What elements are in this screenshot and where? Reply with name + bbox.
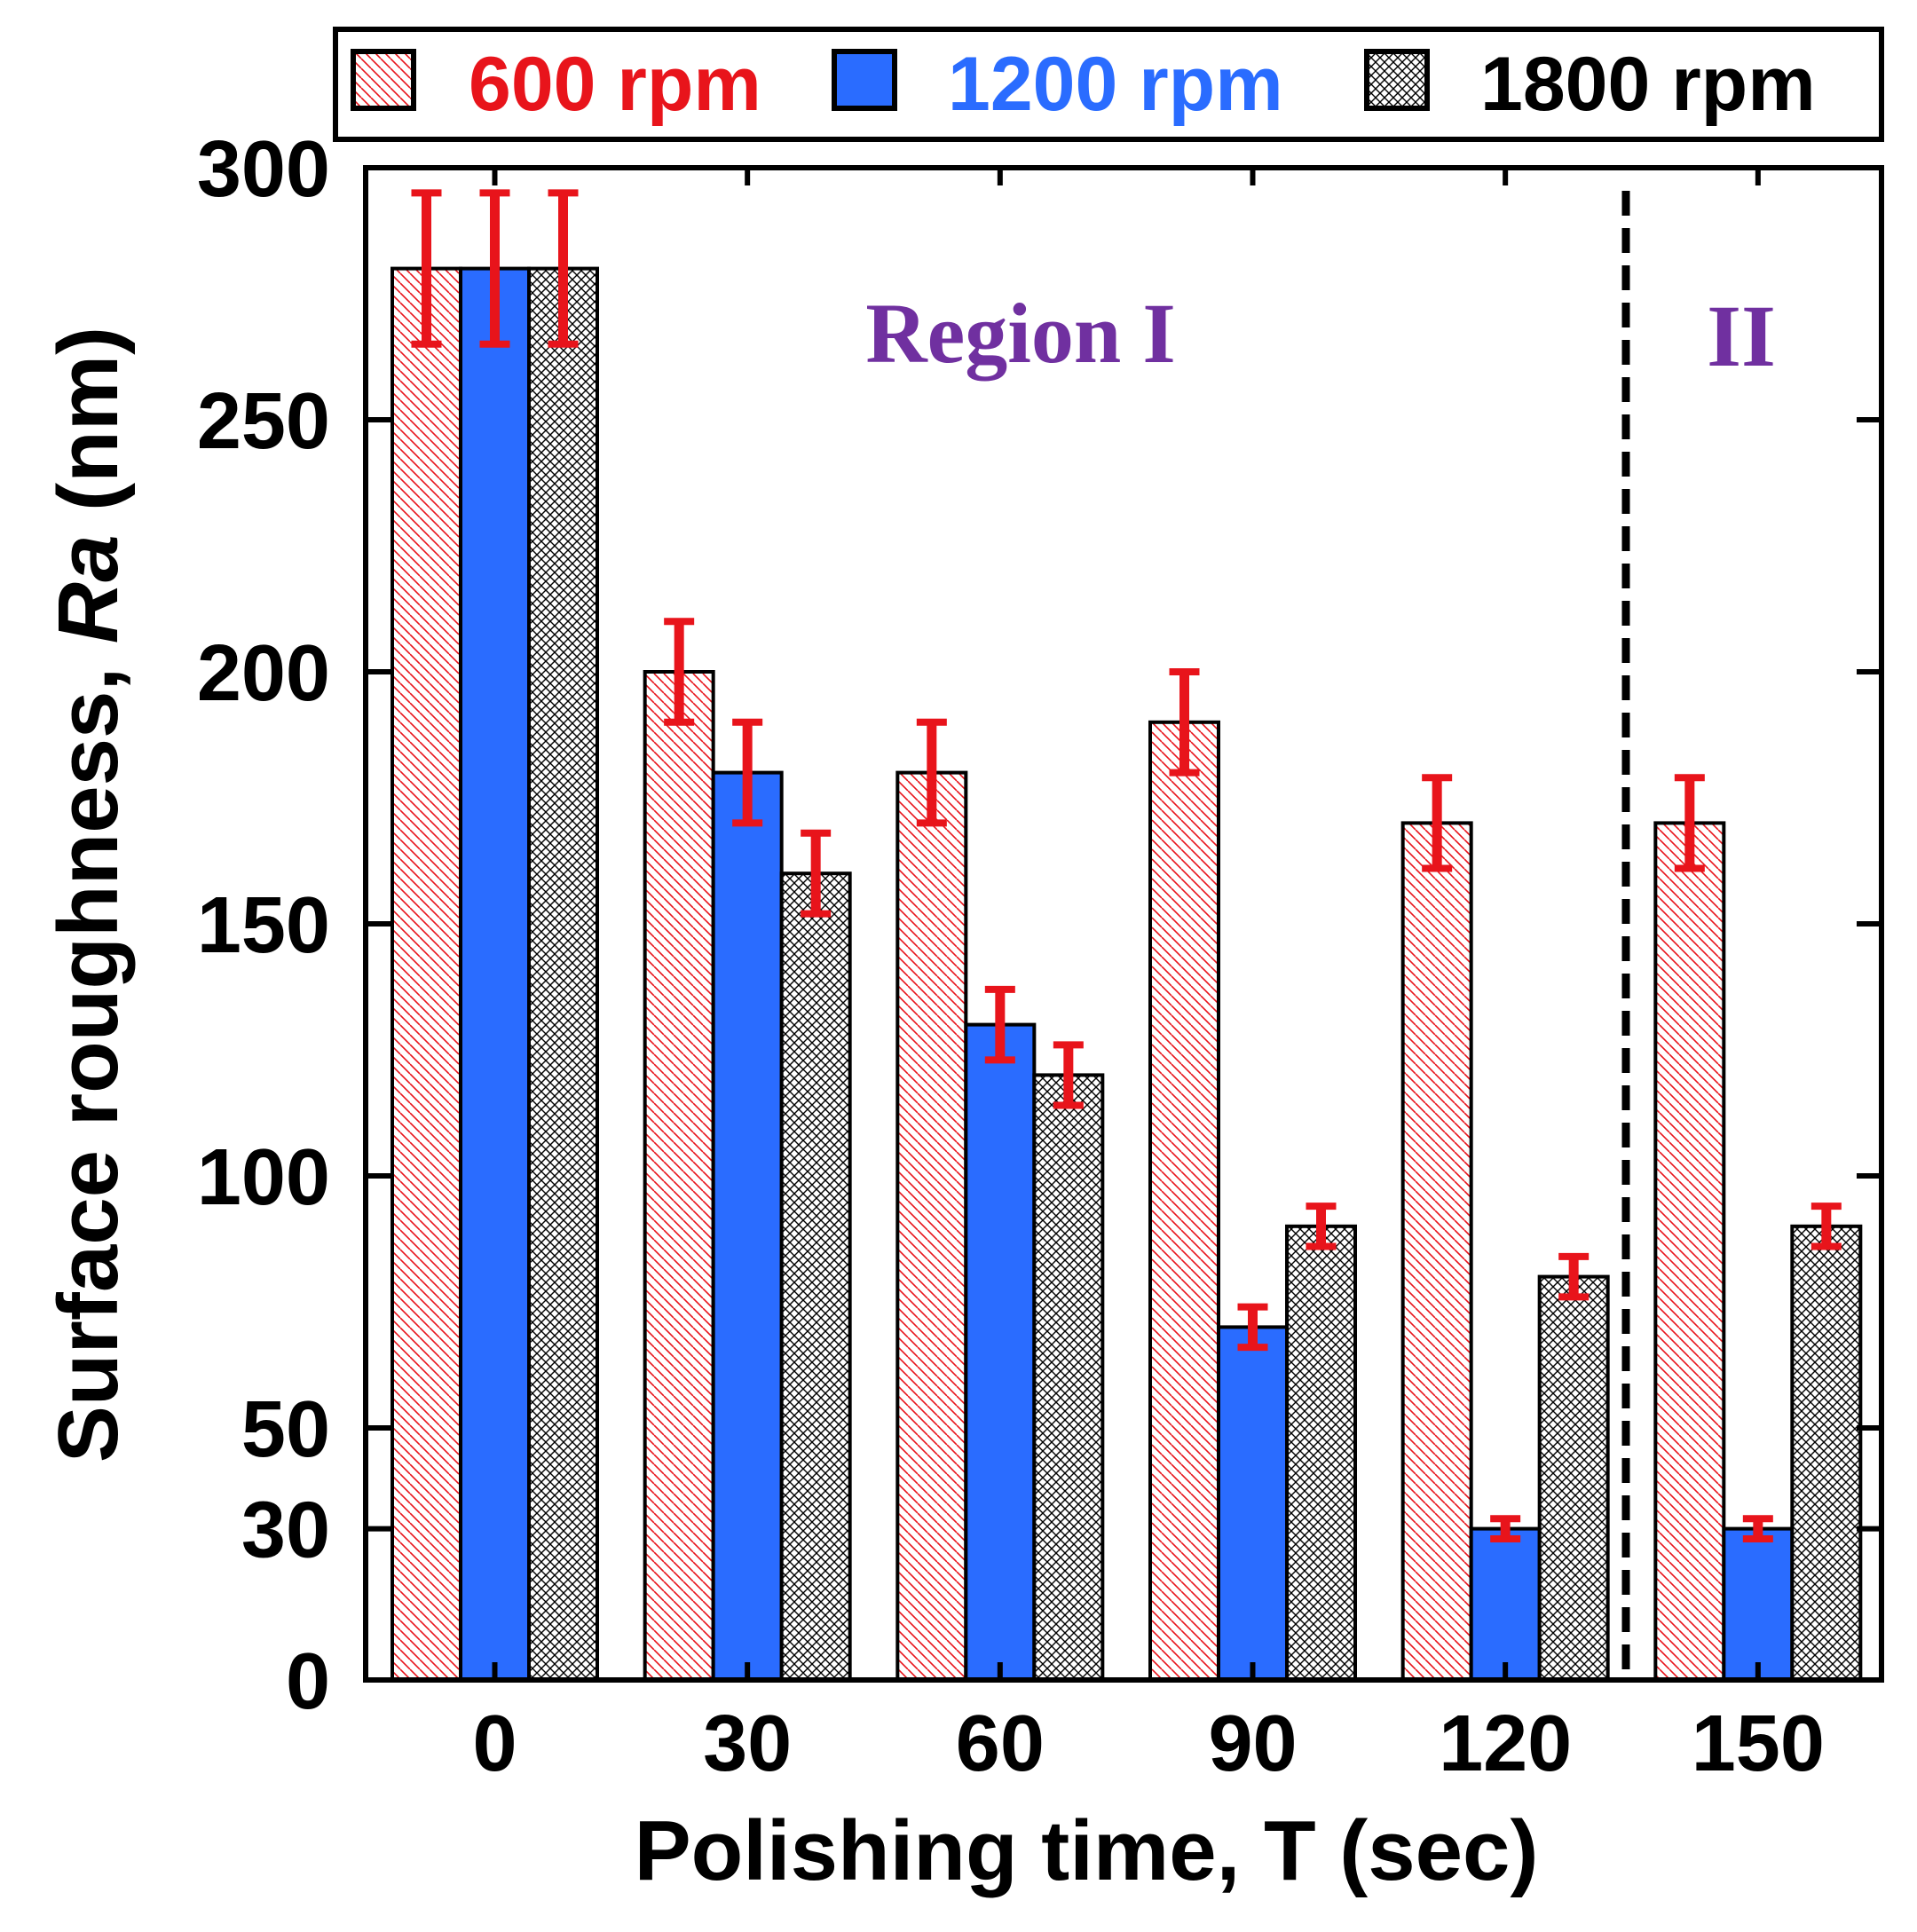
- error-bar-1200rpm-t30: [732, 718, 763, 827]
- x-tick-label-120: 120: [1439, 1699, 1572, 1788]
- y-tick-label-250: 250: [197, 377, 330, 466]
- legend-swatch-600rpm: [351, 49, 416, 111]
- region-ii-label: II: [1707, 287, 1776, 385]
- bar-1800rpm-t60: [1032, 1073, 1105, 1682]
- y-tick-label-300: 300: [197, 125, 330, 214]
- legend-swatch-1200rpm: [832, 49, 897, 111]
- bar-1200rpm-t150: [1722, 1526, 1795, 1682]
- bar-1200rpm-t120: [1469, 1526, 1542, 1682]
- error-bar-1800rpm-t90: [1306, 1203, 1337, 1250]
- error-bars-layer: [411, 189, 1842, 1542]
- bar-1800rpm-t0: [527, 266, 599, 1683]
- bar-600rpm-t90: [1148, 720, 1220, 1682]
- legend-label-600rpm: 600 rpm: [469, 42, 761, 127]
- bar-1200rpm-t90: [1217, 1325, 1289, 1683]
- error-bar-1200rpm-t150: [1742, 1515, 1773, 1542]
- x-tick-label-90: 90: [1208, 1699, 1297, 1788]
- error-bar-600rpm-t150: [1674, 774, 1705, 872]
- y-axis-title: Surface roughness, Ra (nm): [41, 327, 136, 1463]
- ticks-layer: 0 30 60 90 120 150 0 30 50 100 150 200 250 300: [197, 125, 1882, 1788]
- bars-layer: [390, 266, 1863, 1683]
- y-axis-title-italic: Ra: [41, 534, 136, 643]
- error-bar-1200rpm-t120: [1490, 1515, 1521, 1542]
- x-tick-label-60: 60: [956, 1699, 1045, 1788]
- y-tick-label-100: 100: [197, 1133, 330, 1222]
- error-bar-1800rpm-t30: [801, 829, 832, 918]
- bar-1200rpm-t30: [711, 770, 784, 1682]
- y-tick-label-0: 0: [286, 1637, 330, 1726]
- error-bar-1200rpm-t60: [984, 985, 1015, 1064]
- x-tick-label-150: 150: [1692, 1699, 1825, 1788]
- error-bar-1800rpm-t0: [548, 189, 579, 348]
- bar-1200rpm-t60: [964, 1022, 1037, 1682]
- region-i-label: Region I: [865, 286, 1175, 381]
- legend: 600 rpm 1200 rpm 1800 rpm: [333, 27, 1884, 142]
- error-bar-1800rpm-t120: [1558, 1252, 1590, 1301]
- error-bar-1200rpm-t0: [479, 189, 510, 348]
- error-bar-1800rpm-t150: [1810, 1203, 1842, 1250]
- y-tick-label-30: 30: [241, 1486, 330, 1575]
- error-bar-600rpm-t30: [664, 618, 695, 726]
- x-axis-title: Polishing time, T (sec): [635, 1803, 1539, 1898]
- bar-1200rpm-t0: [459, 266, 531, 1683]
- bar-600rpm-t150: [1653, 821, 1726, 1682]
- error-bar-600rpm-t90: [1169, 668, 1200, 777]
- bar-600rpm-t30: [643, 670, 715, 1682]
- legend-label-1200rpm: 1200 rpm: [948, 42, 1283, 127]
- bar-600rpm-t0: [390, 266, 462, 1683]
- bar-1800rpm-t90: [1285, 1224, 1357, 1683]
- x-tick-label-30: 30: [703, 1699, 792, 1788]
- error-bar-600rpm-t120: [1422, 774, 1453, 872]
- bar-600rpm-t120: [1400, 821, 1473, 1682]
- error-bar-600rpm-t0: [411, 189, 442, 348]
- plot-frame: [363, 165, 1884, 1683]
- error-bar-1800rpm-t60: [1053, 1041, 1084, 1109]
- y-tick-label-50: 50: [241, 1385, 330, 1474]
- y-axis-title-suffix: (nm): [41, 327, 136, 535]
- error-bar-600rpm-t60: [916, 718, 947, 827]
- legend-label-1800rpm: 1800 rpm: [1480, 42, 1816, 127]
- bar-1800rpm-t150: [1790, 1224, 1863, 1683]
- x-tick-label-0: 0: [472, 1699, 517, 1788]
- y-tick-label-200: 200: [197, 629, 330, 718]
- error-bar-1200rpm-t90: [1237, 1303, 1268, 1352]
- y-tick-label-150: 150: [197, 881, 330, 970]
- legend-swatch-1800rpm: [1364, 49, 1430, 111]
- bar-1800rpm-t120: [1537, 1274, 1610, 1682]
- legend-frame: [333, 27, 1884, 142]
- bar-600rpm-t60: [895, 770, 968, 1682]
- bar-1800rpm-t30: [779, 871, 852, 1682]
- y-axis-title-prefix: Surface roughness,: [41, 643, 136, 1463]
